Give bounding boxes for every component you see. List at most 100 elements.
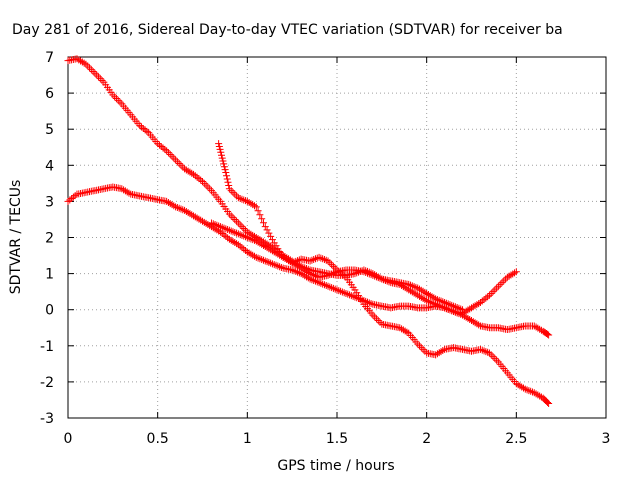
- data-point: [462, 313, 470, 321]
- data-point: [209, 220, 217, 228]
- data-point: [80, 59, 88, 67]
- data-point: [89, 67, 97, 75]
- data-point: [439, 298, 447, 306]
- data-point: [358, 297, 366, 305]
- data-point: [258, 240, 266, 248]
- data-point: [489, 353, 497, 361]
- data-point: [299, 265, 307, 273]
- data-point: [376, 318, 384, 326]
- data-point: [480, 296, 488, 304]
- data-point: [272, 249, 280, 257]
- y-tick-label: 1: [45, 267, 54, 283]
- grid: [68, 57, 606, 418]
- data-point: [181, 206, 189, 214]
- y-tick-label: 3: [45, 194, 54, 210]
- data-point: [77, 57, 85, 65]
- data-point: [243, 248, 251, 256]
- data-point: [274, 250, 282, 258]
- data-point: [340, 289, 348, 297]
- data-point: [71, 192, 79, 200]
- data-point: [530, 322, 538, 330]
- data-point: [414, 284, 422, 292]
- data-point: [242, 233, 250, 241]
- data-point: [329, 262, 337, 270]
- data-point: [256, 239, 264, 247]
- data-point: [199, 178, 206, 186]
- data-point: [333, 286, 341, 294]
- data-point: [286, 258, 294, 266]
- data-point: [240, 232, 248, 240]
- data-point: [184, 167, 192, 175]
- data-point: [487, 289, 495, 297]
- data-point: [410, 283, 418, 291]
- x-tick-label: 1: [243, 431, 252, 447]
- y-axis-label: SDTVAR / TECUs: [8, 180, 24, 295]
- data-point: [242, 246, 250, 254]
- data-point: [136, 122, 144, 130]
- x-tick-labels: 0 0.5 1 1.5 2 2.5 3: [64, 431, 611, 447]
- data-point: [444, 300, 452, 308]
- data-point: [64, 197, 72, 205]
- data-point: [94, 73, 102, 81]
- data-point: [433, 296, 441, 304]
- data-point: [484, 348, 492, 356]
- data-point: [363, 298, 371, 306]
- data-point: [238, 223, 246, 231]
- data-point: [236, 231, 244, 239]
- data-point: [229, 188, 237, 196]
- data-point: [267, 232, 275, 240]
- data-point: [247, 200, 255, 208]
- data-point: [223, 175, 231, 183]
- data-point: [195, 175, 203, 183]
- data-point: [421, 296, 429, 304]
- data-point: [306, 270, 314, 278]
- data-point: [530, 389, 538, 397]
- data-point: [224, 178, 232, 186]
- data-point: [310, 256, 318, 264]
- data-point: [518, 383, 526, 391]
- data-point: [225, 185, 233, 193]
- data-point: [164, 149, 172, 157]
- data-point: [179, 206, 187, 214]
- data-point: [544, 330, 552, 338]
- data-point: [279, 253, 287, 261]
- data-point: [417, 344, 425, 352]
- data-point: [216, 223, 224, 231]
- data-point: [485, 291, 493, 299]
- x-tick-label: 2: [422, 431, 431, 447]
- data-point: [75, 56, 83, 64]
- data-point: [412, 290, 420, 298]
- data-point: [489, 288, 497, 296]
- y-tick-label: -3: [40, 411, 54, 427]
- data-point: [342, 289, 350, 297]
- data-point: [304, 269, 312, 277]
- data-point: [258, 256, 266, 264]
- data-point: [173, 204, 181, 212]
- data-point: [215, 140, 223, 148]
- data-point: [182, 208, 190, 216]
- data-point: [252, 253, 260, 261]
- data-point: [308, 256, 316, 264]
- data-point: [502, 275, 510, 283]
- data-point: [218, 154, 226, 162]
- data-point: [498, 279, 506, 287]
- data-point: [308, 270, 316, 278]
- data-point: [468, 304, 475, 312]
- data-point: [401, 327, 409, 335]
- data-point: [234, 219, 242, 227]
- data-point: [414, 340, 422, 348]
- data-point: [191, 213, 199, 221]
- data-point: [240, 245, 248, 253]
- data-point: [322, 256, 330, 264]
- data-point: [251, 252, 259, 260]
- data-point: [238, 195, 246, 203]
- data-point: [407, 281, 415, 289]
- data-point: [428, 293, 436, 301]
- data-point: [197, 216, 205, 224]
- data-point: [168, 201, 176, 209]
- data-point: [451, 303, 459, 311]
- data-point: [231, 228, 239, 236]
- data-point: [184, 209, 192, 217]
- data-point: [114, 96, 122, 104]
- data-point: [254, 254, 262, 262]
